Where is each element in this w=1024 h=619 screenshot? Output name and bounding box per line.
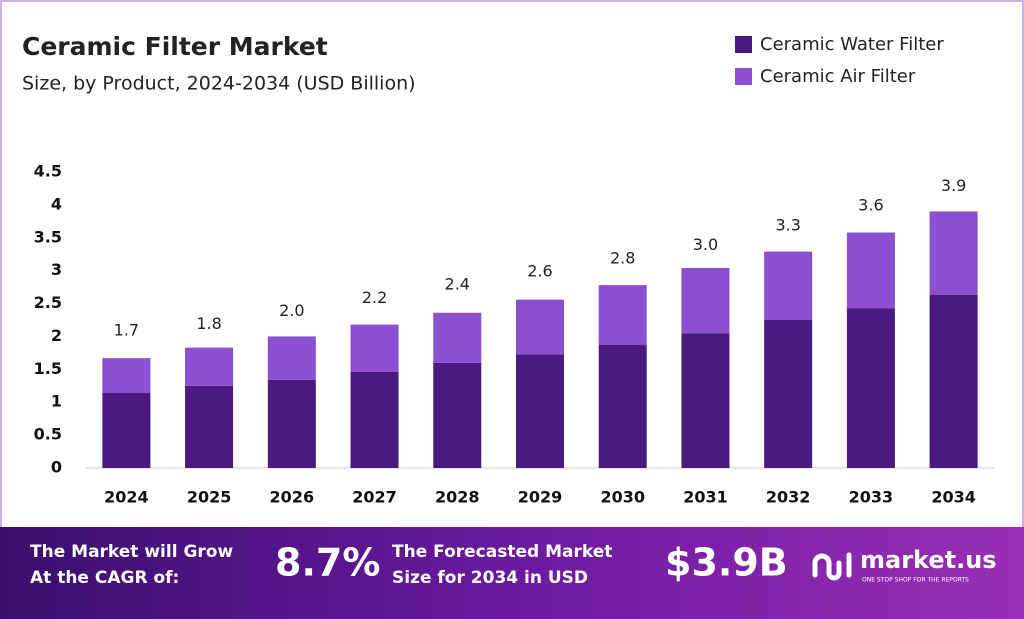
- bar-segment: [516, 354, 564, 468]
- brand: market.us: [860, 546, 997, 574]
- tagline: ONE STOP SHOP FOR THE REPORTS: [862, 577, 969, 584]
- brand-logo: [812, 552, 852, 581]
- total-label: 1.7: [114, 321, 139, 340]
- bar-segment: [681, 268, 730, 334]
- forecast-text: The Forecasted Market: [392, 542, 612, 562]
- cagr-text: The Market will Grow: [30, 542, 233, 562]
- bar-segment: [433, 362, 482, 468]
- total-label: 2.6: [527, 261, 552, 280]
- bar-segment: [267, 379, 316, 468]
- forecast-text: Size for 2034 in USD: [392, 568, 588, 588]
- total-label: 2.0: [279, 301, 304, 320]
- bar-segment: [764, 251, 813, 320]
- x-tick-label: 2034: [931, 488, 976, 507]
- chart-subtitle: Size, by Product, 2024-2034 (USD Billion…: [22, 73, 416, 95]
- total-label: 3.9: [941, 176, 966, 195]
- bar-segment: [516, 299, 564, 355]
- bar-segment: [929, 211, 978, 296]
- total-label: 2.2: [362, 288, 387, 307]
- total-label: 1.8: [196, 314, 221, 333]
- bar-segment: [102, 393, 151, 468]
- y-tick-label: 2: [51, 326, 62, 345]
- bar-segment: [185, 385, 234, 468]
- y-tick-label: 3: [51, 260, 62, 279]
- cagr-text: At the CAGR of:: [30, 568, 179, 588]
- legend-label: Ceramic Air Filter: [760, 66, 916, 87]
- bar-segment: [764, 320, 813, 468]
- y-tick-label: 0: [51, 458, 62, 477]
- x-tick-label: 2033: [849, 488, 894, 507]
- bar-segment: [433, 312, 482, 363]
- bar-segment: [598, 344, 647, 468]
- x-tick-label: 2025: [187, 488, 232, 507]
- y-tick-label: 0.5: [34, 425, 62, 444]
- y-tick-label: 3.5: [34, 227, 62, 246]
- y-tick-label: 4.5: [34, 162, 62, 181]
- bar-segment: [846, 308, 895, 468]
- forecast-value: $3.9B: [665, 541, 788, 585]
- bar-segment: [185, 347, 234, 386]
- plot: 0 0.5 1 1.5 2 2.5 3 3.5 4 4.5 Ceramic Water Filter…: [34, 34, 995, 507]
- bar-segment: [350, 371, 399, 468]
- y-tick-label: 1: [51, 392, 62, 411]
- x-tick-label: 2029: [518, 488, 563, 507]
- bar-segment: [598, 285, 647, 345]
- total-label: 3.6: [858, 196, 883, 215]
- total-label: 3.3: [775, 215, 800, 234]
- bar-segment: [350, 324, 399, 372]
- bar-segment: [681, 333, 730, 468]
- legend-label: Ceramic Water Filter: [760, 34, 944, 55]
- legend-swatch: [735, 68, 752, 85]
- x-tick-label: 2028: [435, 488, 480, 507]
- total-label: 3.0: [693, 235, 718, 254]
- x-tick-label: 2027: [352, 488, 397, 507]
- footer-band: [0, 527, 1024, 619]
- y-tick-label: 4: [51, 194, 62, 213]
- chart-title: Ceramic Filter Market: [22, 32, 328, 61]
- x-tick-label: 2030: [600, 488, 645, 507]
- x-tick-label: 2031: [683, 488, 728, 507]
- x-tick-label: 2026: [270, 488, 315, 507]
- y-tick-label: 2.5: [34, 293, 62, 312]
- bar-segment: [267, 336, 316, 380]
- bar-segment: [846, 232, 895, 309]
- x-tick-label: 2024: [104, 488, 149, 507]
- bar-segment: [929, 295, 978, 468]
- cagr-value: 8.7%: [275, 541, 380, 585]
- total-label: 2.4: [445, 275, 470, 294]
- total-label: 2.8: [610, 248, 635, 267]
- legend-swatch: [735, 36, 752, 53]
- y-tick-label: 1.5: [34, 359, 62, 378]
- x-tick-label: 2032: [766, 488, 811, 507]
- bar-segment: [102, 358, 151, 394]
